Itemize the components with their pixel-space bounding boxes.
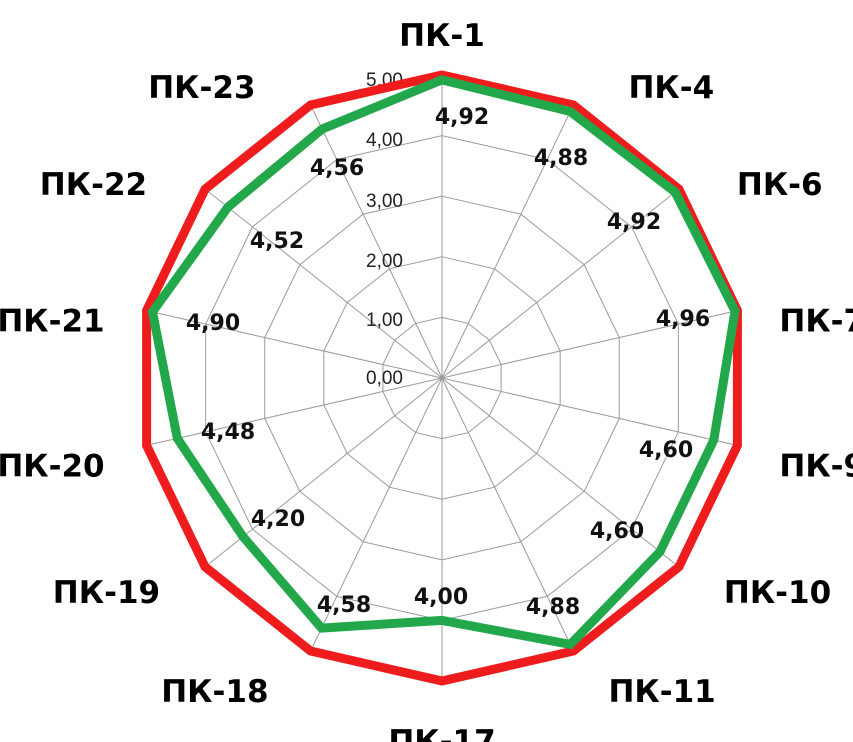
grid-spoke bbox=[441, 377, 680, 568]
data-label: 4,60 bbox=[590, 519, 644, 544]
data-label: 4,90 bbox=[186, 311, 240, 336]
category-label: ПК-17 bbox=[388, 724, 495, 742]
grid-spoke bbox=[441, 188, 680, 379]
grid-spoke bbox=[441, 310, 738, 379]
grid-spoke bbox=[441, 104, 574, 379]
data-label: 4,00 bbox=[414, 585, 468, 610]
series-2-line bbox=[147, 75, 740, 650]
category-label: ПК-21 bbox=[0, 304, 105, 340]
series-layer bbox=[142, 70, 742, 686]
data-label: 4,20 bbox=[251, 507, 305, 532]
data-label: 4,60 bbox=[639, 438, 693, 463]
axis-tick-label: 1,00 bbox=[366, 310, 403, 331]
data-label: 4,88 bbox=[526, 595, 580, 620]
category-label: ПК-22 bbox=[40, 167, 147, 203]
axis-tick-label: 4,00 bbox=[366, 130, 403, 151]
axis-tick-label: 2,00 bbox=[366, 251, 403, 272]
category-label: ПК-9 bbox=[779, 448, 853, 484]
axis-tick-label: 3,00 bbox=[366, 191, 403, 212]
category-label: ПК-23 bbox=[148, 70, 255, 106]
category-label: ПК-7 bbox=[779, 304, 853, 340]
grid-spoke bbox=[310, 104, 443, 379]
category-label: ПК-11 bbox=[608, 674, 715, 710]
category-label: ПК-18 bbox=[161, 674, 268, 710]
category-label: ПК-6 bbox=[737, 167, 823, 203]
data-label: 4,88 bbox=[534, 146, 588, 171]
category-labels: ПК-1 ПК-4 ПК-6 ПК-7 ПК-9 ПК-10 ПК-11 ПК-17 ПК-18… bbox=[0, 18, 853, 742]
category-label: ПК-19 bbox=[53, 575, 160, 611]
data-label: 4,92 bbox=[607, 210, 661, 235]
grid-spoke bbox=[146, 377, 443, 446]
grid-spoke bbox=[204, 188, 443, 379]
category-label: ПК-4 bbox=[628, 70, 714, 106]
grid-spoke bbox=[146, 310, 443, 379]
data-label: 4,96 bbox=[656, 307, 710, 332]
axis-tick-label: 0,00 bbox=[366, 368, 403, 389]
data-label: 4,58 bbox=[317, 593, 371, 618]
grid-spoke bbox=[441, 377, 738, 446]
grid-spoke bbox=[441, 377, 574, 652]
grid-spoke bbox=[310, 377, 443, 652]
category-label: ПК-10 bbox=[724, 575, 831, 611]
data-label: 4,56 bbox=[310, 156, 364, 181]
data-labels: 4,92 4,88 4,92 4,96 4,60 4,60 4,88 4,00 4,58 4,20… bbox=[186, 105, 710, 620]
data-label: 4,48 bbox=[201, 420, 255, 445]
data-label: 4,52 bbox=[250, 229, 304, 254]
radial-axis-ticks: 0,001,002,003,004,005,00 bbox=[366, 70, 403, 389]
category-label: ПК-20 bbox=[0, 448, 105, 484]
category-label: ПК-1 bbox=[399, 18, 485, 54]
data-label: 4,92 bbox=[435, 105, 489, 130]
